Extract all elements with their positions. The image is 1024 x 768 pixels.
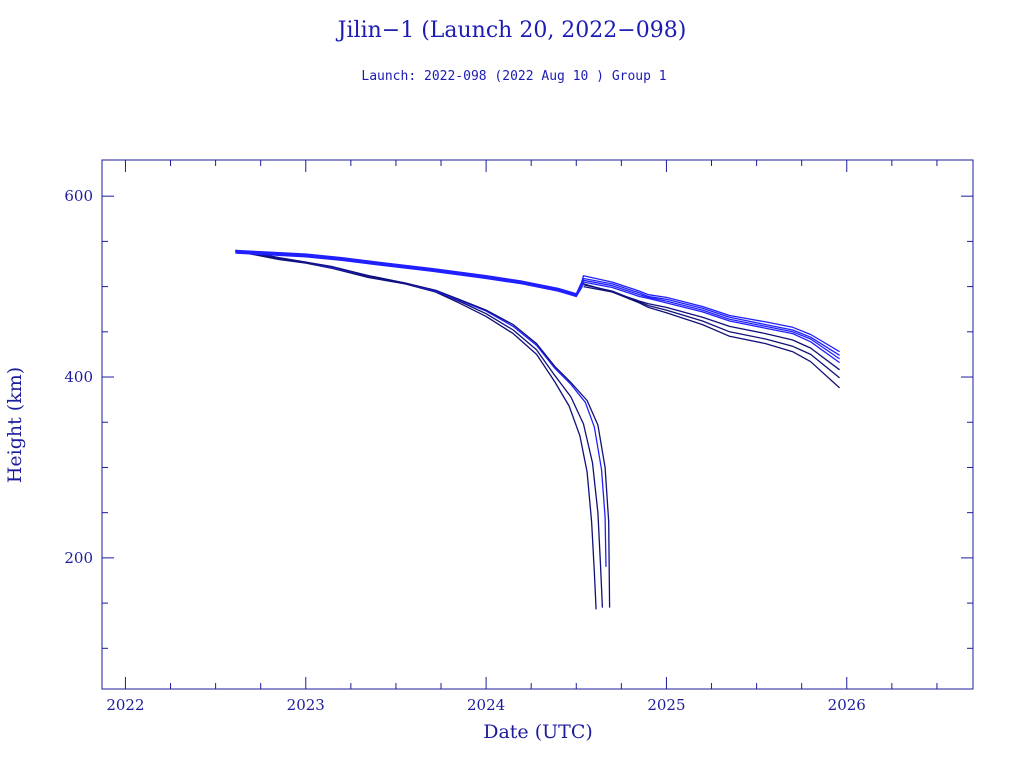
axis-ticks: [102, 160, 973, 689]
series-line-7: [235, 251, 840, 360]
series-line-8: [235, 252, 840, 364]
x-tick-label: 2022: [106, 696, 144, 714]
x-tick-label: 2024: [467, 696, 505, 714]
plot-frame: [101, 159, 974, 690]
series-line-5: [235, 249, 840, 353]
chart-title: Jilin−1 (Launch 20, 2022−098): [336, 18, 687, 43]
series-line-3: [235, 249, 607, 567]
series-line-2: [235, 250, 604, 608]
y-tick-label: 200: [64, 549, 93, 567]
chart-subtitle: Launch: 2022-098 (2022 Aug 10 ) Group 1: [361, 69, 666, 84]
x-tick-label: 2025: [647, 696, 685, 714]
series-line-11: [583, 283, 841, 389]
series-line-1: [235, 250, 597, 610]
x-tick-label: 2023: [287, 696, 325, 714]
series-group: [235, 249, 841, 610]
y-tick-label: 400: [64, 368, 93, 386]
series-line-4: [235, 249, 611, 608]
y-axis-label: Height (km): [4, 367, 26, 483]
x-tick-label: 2026: [828, 696, 866, 714]
series-line-10: [583, 284, 841, 379]
x-axis-label: Date (UTC): [483, 721, 593, 743]
y-tick-label: 600: [64, 187, 93, 205]
tick-labels: 2022 2023 2024 2025 2026 200 400 600: [64, 187, 866, 714]
